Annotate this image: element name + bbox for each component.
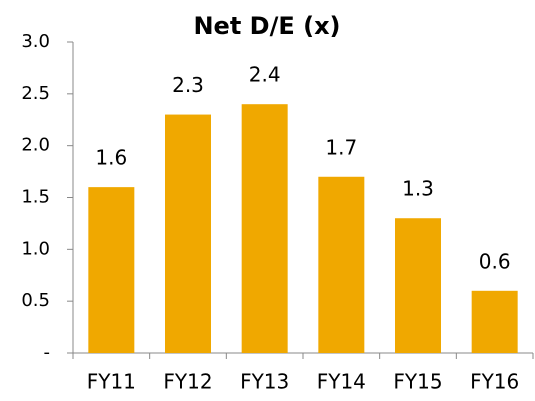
bar <box>241 104 288 353</box>
bar <box>165 114 211 353</box>
x-tick-label: FY12 <box>163 370 212 394</box>
y-tick-label: 1.0 <box>21 238 50 259</box>
data-label: 0.6 <box>479 249 511 273</box>
bar <box>395 218 441 353</box>
data-label: 1.6 <box>95 146 127 170</box>
bar <box>471 290 518 353</box>
y-tick-label: 1.5 <box>21 187 50 208</box>
data-label: 2.3 <box>172 73 204 97</box>
data-label: 1.7 <box>325 135 357 159</box>
y-tick-label: 3.0 <box>21 31 50 52</box>
bar <box>318 176 365 353</box>
x-tick-label: FY16 <box>470 370 519 394</box>
x-tick-label: FY11 <box>87 370 136 394</box>
data-label: 1.3 <box>402 177 434 201</box>
x-tick-label: FY15 <box>393 370 442 394</box>
y-tick-label: 2.0 <box>21 135 50 156</box>
y-tick-label: - <box>44 342 51 363</box>
y-tick-label: 2.5 <box>21 83 50 104</box>
chart-title: Net D/E (x) <box>193 12 340 40</box>
bar <box>88 187 135 353</box>
x-tick-label: FY13 <box>240 370 289 394</box>
x-tick-label: FY14 <box>317 370 366 394</box>
y-tick-label: 0.5 <box>21 290 50 311</box>
data-label: 2.4 <box>249 63 281 87</box>
